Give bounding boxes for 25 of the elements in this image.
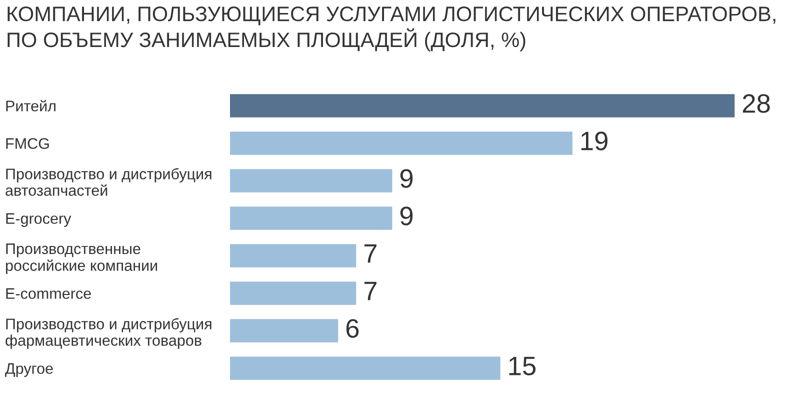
data-label: 9 [400, 206, 413, 226]
y-tick-label: Производство и дистрибуция фармацевтических товаров [6, 318, 212, 349]
data-label: 6 [346, 319, 359, 338]
data-label: 19 [581, 132, 608, 150]
bar [230, 244, 356, 268]
y-tick-label: Другое [5, 363, 53, 377]
bar [230, 282, 356, 305]
data-label: 15 [509, 356, 536, 376]
y-tick-label: Производство и дистрибуция автозапчастей [6, 168, 212, 196]
y-tick-label: FMCG [6, 138, 49, 149]
bar [230, 132, 572, 155]
data-label: 7 [364, 282, 376, 300]
data-label: 9 [400, 169, 413, 188]
bar [230, 356, 500, 380]
y-tick-label: E-grocery [6, 213, 72, 227]
bar [230, 206, 392, 230]
y-tick-label: E-commerce [6, 288, 91, 299]
y-tick-label: Производственные российские компании [6, 244, 158, 274]
bar [230, 169, 392, 192]
data-label: 28 [742, 94, 770, 113]
chart-title: КОМПАНИИ, ПОЛЬЗУЮЩИЕСЯ УСЛУГАМИ ЛОГИСТИЧЕСКИХ ОПЕРАТОРОВ, ПО ОБЪЕМУ ЗАНИМАЕМЫХ ПЛОЩАДЕЙ (ДОЛЯ, %) [8, 6, 776, 52]
bar [230, 94, 735, 118]
data-label: 7 [364, 244, 376, 263]
bar [230, 319, 338, 342]
y-tick-label: Ритейл [6, 100, 56, 112]
